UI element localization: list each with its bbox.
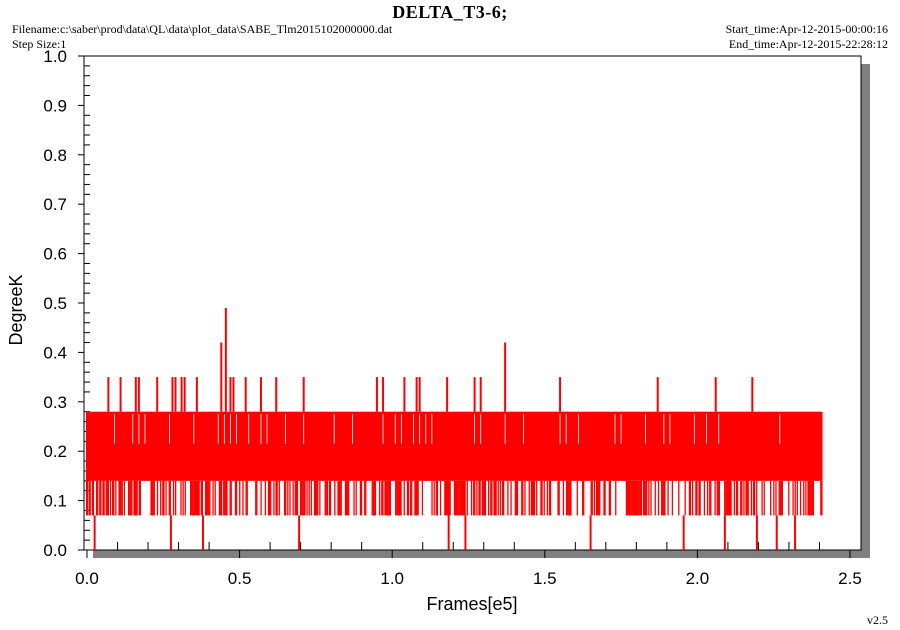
y-tick-label: 0.3 <box>43 393 67 412</box>
start-time-label: Start_time:Apr-12-2015-00:00:16 <box>725 22 888 36</box>
series-band <box>87 411 823 481</box>
x-tick-label: 1.5 <box>533 569 557 588</box>
y-tick-label: 1.0 <box>43 47 67 66</box>
filename-label: Filename:c:\saber\prod\data\QL\data\plot… <box>12 22 393 36</box>
x-tick-label: 1.0 <box>380 569 404 588</box>
step-size-label: Step Size:1 <box>12 37 67 51</box>
x-axis-label: Frames[e5] <box>426 594 517 614</box>
y-tick-label: 0.6 <box>43 245 67 264</box>
y-tick-label: 0.8 <box>43 146 67 165</box>
chart-title: DELTA_T3-6; <box>392 2 508 22</box>
y-tick-label: 0.4 <box>43 343 67 362</box>
x-tick-label: 2.5 <box>838 569 862 588</box>
y-tick-label: 0.2 <box>43 442 67 461</box>
x-tick-label: 0.0 <box>75 569 99 588</box>
y-tick-label: 0.1 <box>43 492 67 511</box>
y-tick-label: 0.0 <box>43 541 67 560</box>
y-tick-label: 0.7 <box>43 195 67 214</box>
x-tick-label: 2.0 <box>686 569 710 588</box>
series-fluctuations <box>88 414 823 516</box>
y-tick-label: 0.9 <box>43 96 67 115</box>
y-tick-label: 0.5 <box>43 294 67 313</box>
y-axis-label: DegreeK <box>6 274 26 345</box>
end-time-label: End_time:Apr-12-2015-22:28:12 <box>728 37 888 51</box>
version-label: v2.5 <box>867 613 888 627</box>
x-tick-label: 0.5 <box>228 569 252 588</box>
